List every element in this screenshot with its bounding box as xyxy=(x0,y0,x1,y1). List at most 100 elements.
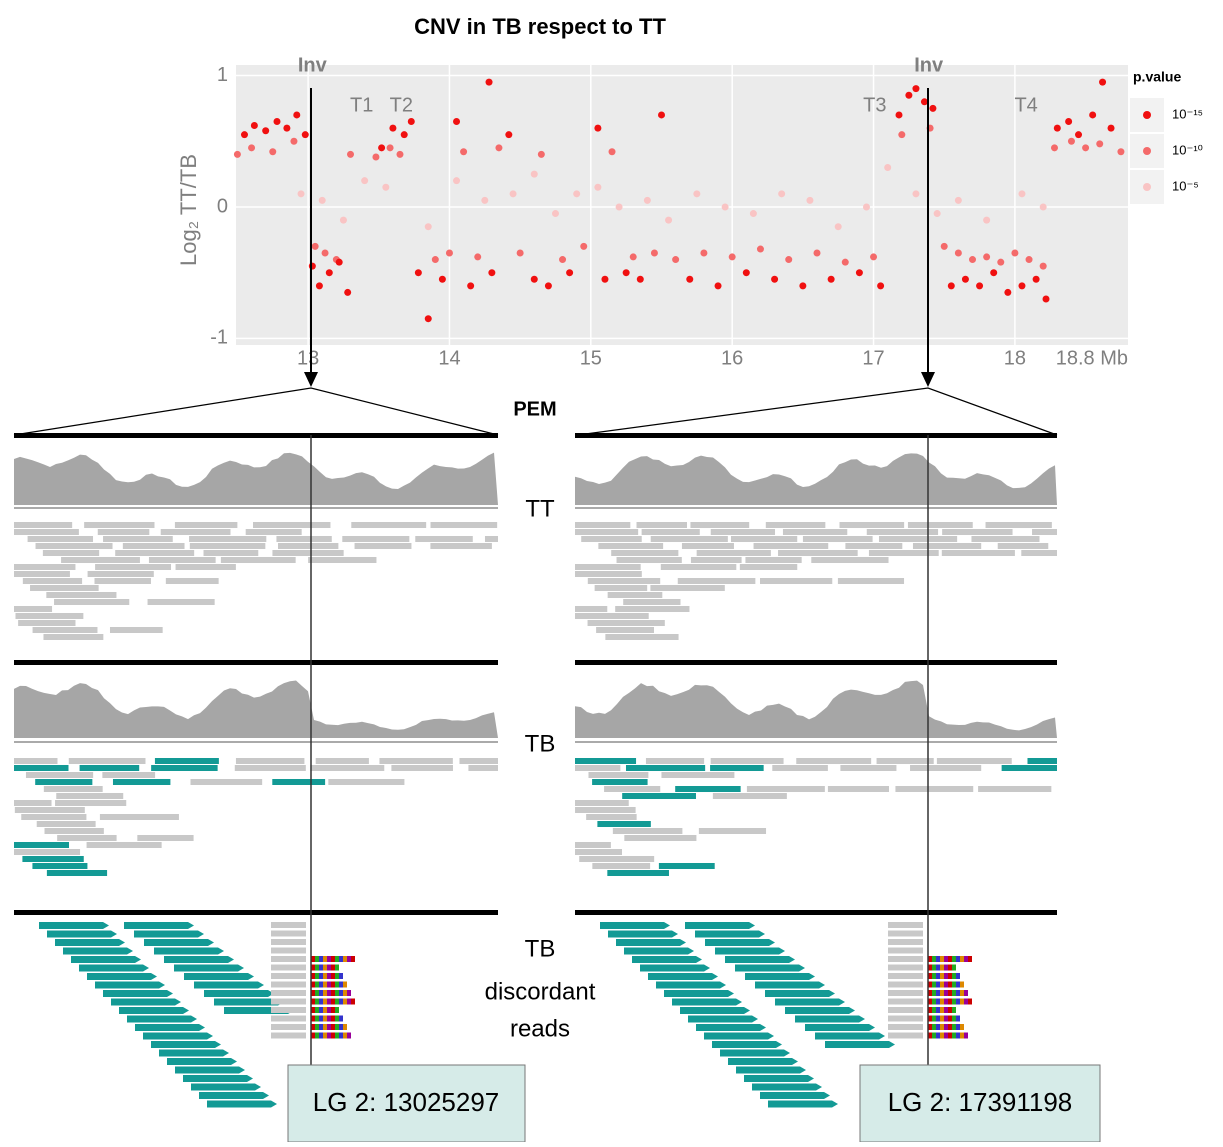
mismatch xyxy=(319,1016,323,1022)
track-divider xyxy=(14,660,498,665)
mismatch xyxy=(940,990,944,996)
read xyxy=(605,634,678,640)
mismatch xyxy=(956,1033,960,1039)
mismatch xyxy=(960,982,964,988)
read xyxy=(88,571,154,577)
point xyxy=(1068,138,1075,145)
read xyxy=(468,765,498,771)
mismatch xyxy=(331,965,335,971)
mismatch xyxy=(331,1016,335,1022)
point xyxy=(573,190,580,197)
read xyxy=(459,758,498,764)
mismatch xyxy=(327,956,331,962)
mismatch xyxy=(319,990,323,996)
point xyxy=(538,151,545,158)
mismatch xyxy=(315,999,319,1005)
read xyxy=(575,522,630,528)
point xyxy=(1011,249,1018,256)
point xyxy=(488,269,495,276)
read xyxy=(14,571,70,577)
read xyxy=(811,557,888,563)
read xyxy=(745,557,801,563)
read xyxy=(110,627,163,633)
point xyxy=(372,154,379,161)
read xyxy=(271,999,306,1005)
read xyxy=(57,835,116,841)
mismatch xyxy=(323,1007,327,1013)
annotation: T1 xyxy=(350,94,373,116)
point xyxy=(322,249,329,256)
point xyxy=(863,203,870,210)
x-tick-label: 15 xyxy=(580,347,602,369)
point xyxy=(262,127,269,134)
read xyxy=(796,758,871,764)
mismatch xyxy=(343,982,347,988)
point xyxy=(517,249,524,256)
mismatch xyxy=(323,982,327,988)
read xyxy=(615,606,689,612)
pem-title: PEM xyxy=(513,398,556,420)
mismatch xyxy=(932,1016,936,1022)
discordant-read xyxy=(760,1092,830,1099)
mismatch xyxy=(323,1024,327,1030)
read xyxy=(103,536,173,542)
mismatch xyxy=(956,999,960,1005)
point xyxy=(962,276,969,283)
mismatch xyxy=(944,956,948,962)
legend-marker xyxy=(1143,147,1151,155)
point xyxy=(609,148,616,155)
mismatch xyxy=(952,1016,956,1022)
read xyxy=(604,786,660,792)
legend-marker xyxy=(1143,111,1151,119)
point xyxy=(921,98,928,105)
mismatch xyxy=(327,1007,331,1013)
read xyxy=(189,536,266,542)
point xyxy=(743,269,750,276)
read xyxy=(740,564,797,570)
mismatch xyxy=(956,1016,960,1022)
read xyxy=(14,849,80,855)
point xyxy=(997,259,1004,266)
read xyxy=(888,931,923,937)
mismatch xyxy=(964,1033,968,1039)
read xyxy=(978,786,1051,792)
discordant-read xyxy=(616,939,686,946)
y-tick-label: -1 xyxy=(210,327,228,349)
discordant-read xyxy=(715,948,785,955)
point xyxy=(453,177,460,184)
track-divider xyxy=(575,660,1057,665)
point xyxy=(806,197,813,204)
point xyxy=(344,289,351,296)
mismatch xyxy=(323,956,327,962)
discordant-read xyxy=(640,965,710,972)
point xyxy=(700,249,707,256)
read xyxy=(28,536,93,542)
read xyxy=(14,529,79,535)
read xyxy=(271,965,306,971)
point xyxy=(778,190,785,197)
figure: CNV in TB respect to TT Log₂ TT/TB p.val… xyxy=(0,0,1223,1142)
point xyxy=(495,144,502,151)
coverage xyxy=(575,681,1057,738)
mismatch xyxy=(343,999,347,1005)
read xyxy=(760,578,832,584)
mismatch xyxy=(335,1024,339,1030)
read xyxy=(271,948,306,954)
mismatch xyxy=(960,990,964,996)
read xyxy=(14,522,72,528)
mismatch xyxy=(327,1024,331,1030)
point xyxy=(453,118,460,125)
coverage xyxy=(14,680,498,738)
read xyxy=(271,939,306,945)
mismatch xyxy=(327,990,331,996)
read xyxy=(379,758,452,764)
mismatch xyxy=(944,1033,948,1039)
read xyxy=(597,821,650,827)
x-tick-label: 18 xyxy=(1004,347,1026,369)
read xyxy=(271,1007,306,1013)
point xyxy=(799,282,806,289)
read xyxy=(328,779,404,785)
mismatch xyxy=(948,956,952,962)
point xyxy=(948,282,955,289)
read xyxy=(575,842,611,848)
